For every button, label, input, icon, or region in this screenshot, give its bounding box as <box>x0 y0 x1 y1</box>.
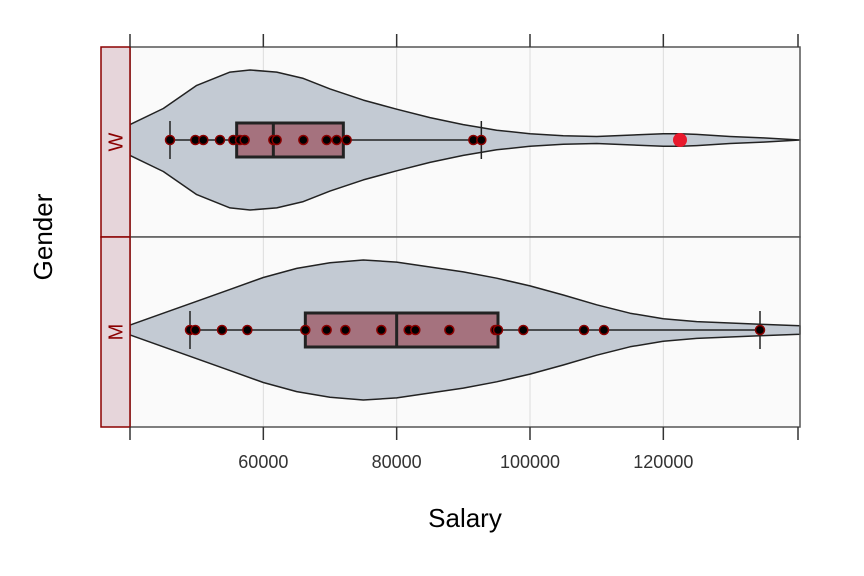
data-point <box>300 324 311 336</box>
data-point <box>298 134 309 146</box>
chart-panels: WM <box>100 46 801 428</box>
x-tick-label: 80000 <box>372 452 422 472</box>
data-point <box>598 324 610 336</box>
strip-label-w: W <box>106 132 128 151</box>
y-axis-title: Gender <box>28 193 58 280</box>
data-point <box>214 134 226 146</box>
box-iqr <box>303 311 500 349</box>
data-point <box>239 134 250 146</box>
data-point <box>578 324 590 336</box>
data-point <box>410 324 421 336</box>
data-point <box>754 324 766 336</box>
strip-label-m: M <box>106 324 128 341</box>
data-point <box>321 324 332 336</box>
x-tick-label: 60000 <box>238 452 288 472</box>
panel-m: M <box>100 236 801 428</box>
data-point <box>271 134 282 146</box>
data-point <box>216 324 228 336</box>
data-point <box>340 324 351 336</box>
data-point <box>331 134 342 146</box>
data-point <box>242 324 253 336</box>
data-point <box>376 324 387 336</box>
data-point <box>518 324 529 336</box>
data-point <box>198 134 209 146</box>
data-point <box>492 324 504 336</box>
data-point <box>476 134 487 146</box>
data-point <box>164 134 176 146</box>
data-point <box>190 324 201 336</box>
strip-m <box>100 236 131 428</box>
x-tick-label: 120000 <box>633 452 693 472</box>
x-tick-label: 100000 <box>500 452 560 472</box>
x-axis: 60000 80000 100000 120000 <box>129 34 799 472</box>
data-point <box>444 324 455 336</box>
outlier-point <box>673 133 687 147</box>
data-point <box>341 134 352 146</box>
panel-w: W <box>100 46 801 238</box>
x-axis-title: Salary <box>428 503 502 533</box>
data-point <box>321 134 332 146</box>
